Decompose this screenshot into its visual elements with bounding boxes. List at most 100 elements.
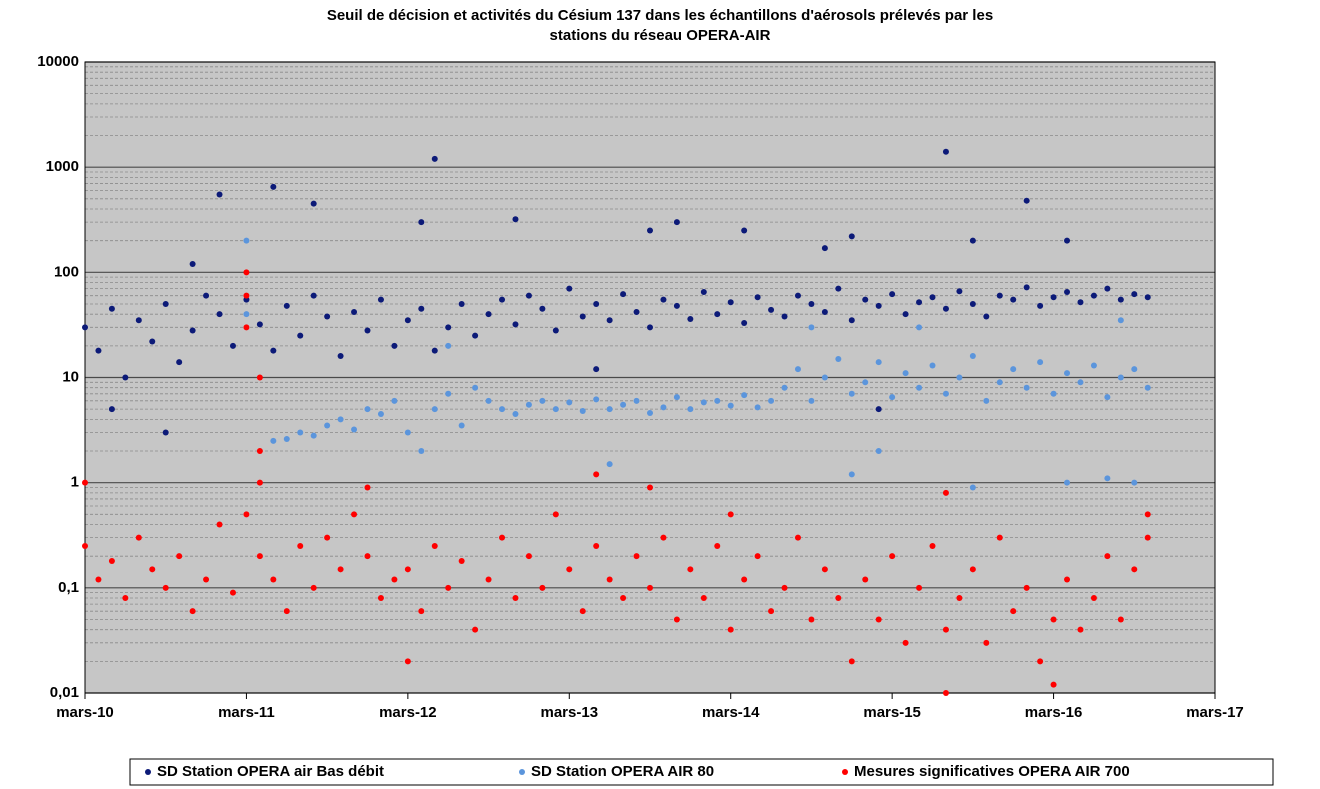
point [593,471,600,478]
point [969,484,976,491]
point [525,553,532,560]
point [472,332,479,339]
point [1064,479,1071,486]
point [956,288,963,295]
point [956,595,963,602]
point [270,437,277,444]
point [1090,292,1097,299]
point [942,489,949,496]
point [794,366,801,373]
y-tick-label: 10000 [37,53,79,70]
point [1010,366,1017,373]
point [1131,566,1138,573]
point [996,534,1003,541]
point [431,347,438,354]
point [270,347,277,354]
point [794,292,801,299]
point [781,384,788,391]
point [149,566,156,573]
point [673,302,680,309]
point [1037,302,1044,309]
point [647,227,653,234]
legend-marker [519,769,525,775]
point [848,233,855,240]
point [1064,370,1071,377]
point [135,534,142,541]
point [283,436,290,443]
point [1010,296,1017,303]
point [620,595,627,602]
plot-border [84,61,1216,694]
x-tick-label: mars-17 [1186,704,1244,721]
y-tick-label: 10 [62,368,79,385]
point [243,511,250,518]
point [176,553,183,560]
point [889,553,896,560]
x-tick-label: mars-12 [379,704,437,721]
point [108,557,115,564]
point [902,370,909,377]
point [149,338,156,345]
y-tick-label: 0,1 [58,579,79,596]
point [418,608,425,615]
point [768,306,775,313]
point [1144,294,1151,301]
point [256,321,263,328]
x-tick-label: mars-15 [863,704,921,721]
point [203,292,210,299]
point [768,608,775,615]
point [485,311,492,318]
point [566,566,573,573]
point [391,342,398,349]
point [889,291,896,298]
point [633,553,640,560]
point [1117,616,1124,623]
point [1104,553,1111,560]
point [1117,374,1124,381]
point [364,327,371,334]
point [983,639,990,646]
point [1050,390,1057,397]
point [1117,317,1124,324]
point [714,397,721,404]
point [499,406,506,413]
point [499,534,506,541]
point [916,324,923,331]
point [216,311,223,318]
point [929,542,936,549]
point [620,401,627,408]
point [310,432,317,439]
point [633,397,640,404]
point [660,296,667,303]
point [620,291,627,298]
point [216,191,223,198]
point [243,324,250,331]
point [862,576,869,583]
point [1023,284,1030,291]
point [889,394,896,401]
point [942,626,949,633]
point [256,553,263,560]
point [969,237,976,244]
point [727,511,734,518]
point [539,584,546,591]
point [647,409,653,416]
point [1050,681,1057,688]
point [189,608,196,615]
point [821,245,828,252]
chart-title: Seuil de décision et activités du Césium… [327,7,993,24]
point [512,410,519,417]
point [283,302,290,309]
legend-marker [145,769,151,775]
point [1023,384,1030,391]
point [243,311,250,318]
point [781,313,788,320]
point [808,324,815,331]
point [176,359,183,366]
point [996,292,1003,299]
point [472,626,479,633]
point [404,566,411,573]
x-tick-label: mars-14 [702,704,760,721]
point [1023,584,1030,591]
point [189,327,196,334]
